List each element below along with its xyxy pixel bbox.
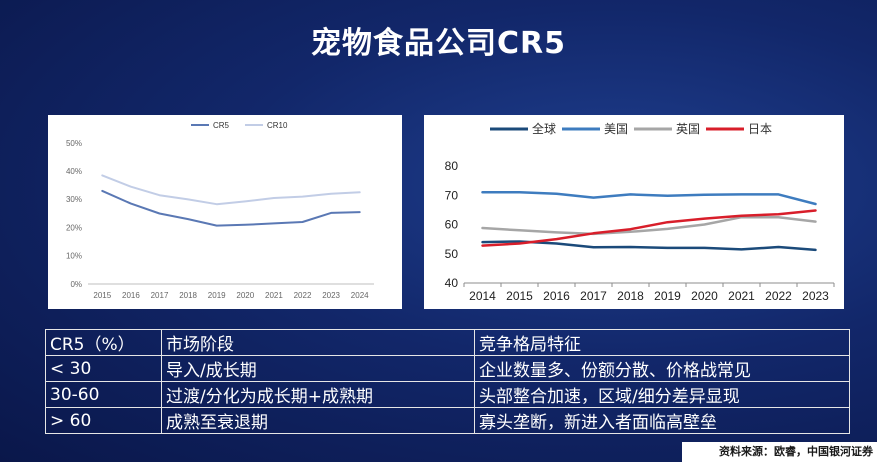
y-tick-label: 50	[445, 247, 459, 261]
x-tick-label: 2019	[208, 291, 226, 300]
cr5-cr10-chart-panel: 0% 10% 20% 30% 40% 50% 2015 2016 2017 2018 2019 202…	[48, 115, 402, 309]
series-line-日本	[481, 209, 817, 247]
table-cell: 寡头垄断，新进入者面临高壁垒	[474, 407, 850, 434]
legend-label: 美国	[604, 122, 628, 136]
x-tick-label: 2021	[728, 289, 755, 303]
y-tick-label: 30%	[66, 195, 82, 204]
x-tick-label: 2023	[322, 291, 340, 300]
series-line-CR5	[101, 189, 361, 227]
table-cell: 头部整合加速，区域/细分差异显现	[474, 381, 850, 408]
legend-label: CR10	[267, 121, 288, 130]
cr5-cr10-chart: 0% 10% 20% 30% 40% 50% 2015 2016 2017 2018 2019 202…	[66, 121, 374, 300]
x-tick-label: 2020	[691, 289, 718, 303]
country-cr5-chart: 40 50 60 70 80 2014 2015 2016 2017 2018 2019 2020 20…	[445, 121, 835, 303]
legend-label: 日本	[748, 122, 772, 136]
x-tick-label: 2018	[617, 289, 644, 303]
header-cr5: CR5（%）	[45, 329, 162, 356]
y-tick-label: 50%	[66, 139, 82, 148]
market-stage-table: CR5（%） 市场阶段 竞争格局特征 < 30 导入/成长期 企业数量多、份额分…	[45, 329, 850, 434]
table-cell: 导入/成长期	[161, 355, 475, 382]
x-tick-label: 2022	[765, 289, 792, 303]
x-tick-label: 2016	[122, 291, 140, 300]
legend-label: 全球	[532, 121, 556, 136]
y-tick-label: 20%	[66, 223, 82, 232]
x-tick-label: 2015	[506, 289, 533, 303]
x-tick-label: 2024	[351, 291, 369, 300]
series-line-美国	[481, 191, 817, 206]
table-row: > 60 成熟至衰退期 寡头垄断，新进入者面临高壁垒	[45, 407, 850, 434]
y-tick-label: 0%	[70, 280, 82, 289]
y-tick-label: 70	[445, 188, 459, 202]
x-tick-label: 2014	[469, 289, 496, 303]
x-tick-label: 2015	[93, 291, 111, 300]
table-cell: 企业数量多、份额分散、价格战常见	[474, 355, 850, 382]
header-stage: 市场阶段	[161, 329, 475, 356]
x-tick-label: 2018	[179, 291, 197, 300]
legend-label: 英国	[676, 122, 700, 136]
table-cell: 过渡/分化为成长期+成熟期	[161, 381, 475, 408]
country-cr5-chart-panel: 40 50 60 70 80 2014 2015 2016 2017 2018 2019 2020 20…	[424, 115, 844, 309]
x-tick-label: 2023	[802, 289, 829, 303]
y-tick-label: 80	[445, 159, 459, 173]
y-tick-label: 40%	[66, 167, 82, 176]
x-tick-label: 2016	[543, 289, 570, 303]
header-feature: 竞争格局特征	[474, 329, 850, 356]
table-row: 30-60 过渡/分化为成长期+成熟期 头部整合加速，区域/细分差异显现	[45, 381, 850, 408]
x-tick-label: 2017	[580, 289, 607, 303]
y-tick-label: 60	[445, 218, 459, 232]
x-tick-label: 2022	[294, 291, 312, 300]
table-cell: > 60	[45, 407, 162, 434]
x-tick-label: 2021	[265, 291, 283, 300]
table-row: < 30 导入/成长期 企业数量多、份额分散、价格战常见	[45, 355, 850, 382]
table-cell: 30-60	[45, 381, 162, 408]
series-line-英国	[481, 215, 817, 236]
x-tick-label: 2017	[151, 291, 169, 300]
source-note: 资料来源：欧睿，中国银河证券	[682, 442, 877, 462]
table-cell: < 30	[45, 355, 162, 382]
table-cell: 成熟至衰退期	[161, 407, 475, 434]
page-title: 宠物食品公司CR5	[311, 26, 566, 61]
y-tick-label: 10%	[66, 252, 82, 261]
series-line-CR10	[101, 174, 361, 206]
legend-label: CR5	[213, 121, 230, 130]
table-header-row: CR5（%） 市场阶段 竞争格局特征	[45, 329, 850, 356]
x-tick-label: 2020	[236, 291, 254, 300]
x-tick-label: 2019	[654, 289, 681, 303]
y-tick-label: 40	[445, 276, 459, 290]
